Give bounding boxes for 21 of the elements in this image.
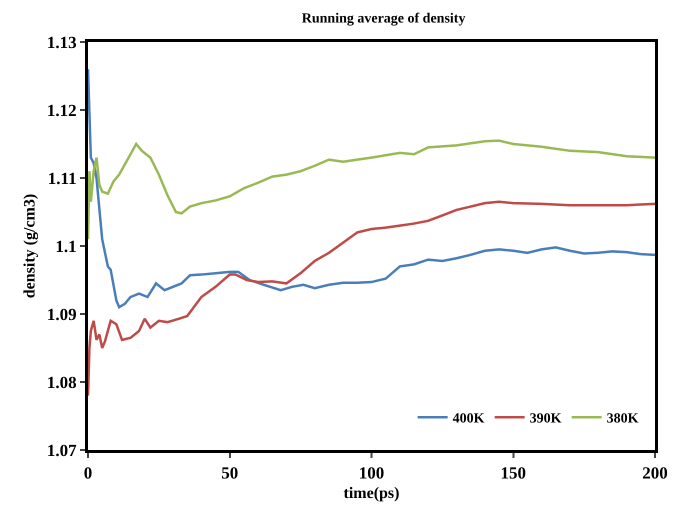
legend-label: 390K — [530, 412, 562, 427]
x-tick-label: 100 — [358, 463, 384, 482]
y-axis-title: density (g/cm3) — [22, 194, 39, 298]
line-series — [88, 200, 655, 397]
y-tick-label: 1.07 — [46, 440, 78, 460]
legend-label: 400K — [452, 412, 485, 427]
x-axis-title: time(ps) — [344, 485, 400, 502]
legend-label: 380K — [606, 412, 639, 427]
x-tick-label: 0 — [84, 463, 92, 482]
x-tick-label: 150 — [500, 463, 526, 482]
y-tick-label: 1.13 — [46, 32, 77, 52]
x-tick-label: 50 — [221, 463, 238, 482]
chart-title: Running average of density — [302, 12, 466, 26]
y-tick-label: 1.09 — [46, 304, 77, 324]
y-tick-label: 1.08 — [46, 372, 77, 392]
line-series — [88, 68, 655, 308]
y-tick-label: 1.12 — [46, 100, 77, 120]
y-tick-label: 1.1 — [55, 236, 77, 256]
y-tick-label: 1.11 — [48, 168, 77, 188]
line-series — [88, 139, 655, 240]
x-tick-label: 200 — [642, 463, 668, 482]
